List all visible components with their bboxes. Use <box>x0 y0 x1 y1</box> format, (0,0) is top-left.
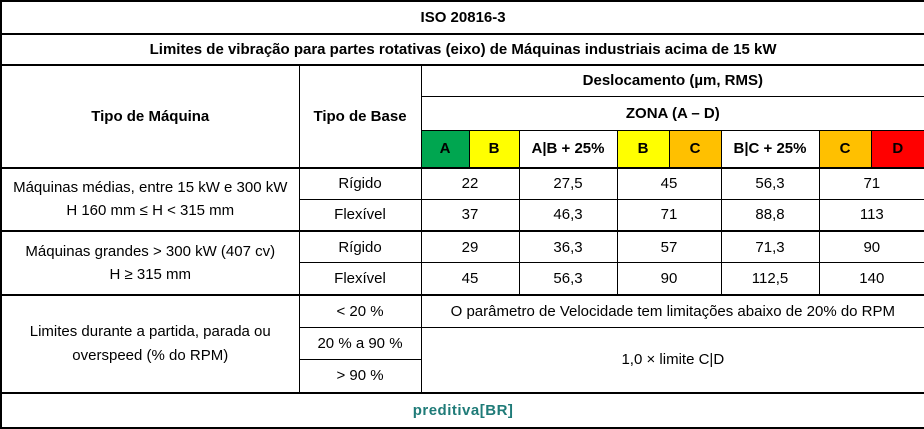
value-cell: 90 <box>616 262 722 296</box>
velocity-limitation-note: O parâmetro de Velocidade tem limitações… <box>420 293 924 329</box>
value-cell: 46,3 <box>518 198 618 232</box>
base-type-cell: Rígido <box>298 230 422 264</box>
value-cell: 36,3 <box>518 230 618 264</box>
value-cell: 45 <box>616 166 722 200</box>
limits-label-line: overspeed (% do RPM) <box>72 346 229 364</box>
base-type-cell: Flexível <box>298 262 422 296</box>
zone-header-bc25: B|C + 25% <box>720 130 820 169</box>
value-cell: 45 <box>420 262 520 296</box>
rpm-range-cell: > 90 % <box>298 359 422 394</box>
base-type-cell: Rígido <box>298 166 422 200</box>
zone-header-b: B <box>468 130 520 169</box>
value-cell: 56,3 <box>720 166 820 200</box>
zone-header-ab25: A|B + 25% <box>518 130 618 169</box>
col-header-tipo-base: Tipo de Base <box>298 63 422 169</box>
value-cell: 88,8 <box>720 198 820 232</box>
limits-label-line: Limites durante a partida, parada ou <box>29 323 271 341</box>
value-cell: 56,3 <box>518 262 618 296</box>
col-header-deslocamento: Deslocamento (µm, RMS) <box>420 63 924 97</box>
col-header-zona: ZONA (A – D) <box>420 95 924 132</box>
value-cell: 57 <box>616 230 722 264</box>
value-cell: 140 <box>818 262 924 296</box>
limits-section-label: Limites durante a partida, parada ou ove… <box>0 293 300 394</box>
zone-header-c: C <box>668 130 722 169</box>
value-cell: 37 <box>420 198 520 232</box>
page-title: ISO 20816-3 <box>0 0 924 35</box>
zone-header-d: D <box>870 130 924 169</box>
value-cell: 71 <box>818 166 924 200</box>
machine-type-medias: Máquinas médias, entre 15 kW e 300 kW H … <box>0 166 300 232</box>
rpm-range-cell: < 20 % <box>298 293 422 329</box>
zone-header-a: A <box>420 130 470 169</box>
preditiva-br-logo: preditiva[BR] <box>0 391 924 429</box>
value-cell: 90 <box>818 230 924 264</box>
limit-cd-note: 1,0 × limite C|D <box>420 327 924 394</box>
machine-type-line: H ≥ 315 mm <box>109 265 192 283</box>
machine-type-grandes: Máquinas grandes > 300 kW (407 cv) H ≥ 3… <box>0 230 300 296</box>
value-cell: 71 <box>616 198 722 232</box>
base-type-cell: Flexível <box>298 198 422 232</box>
value-cell: 27,5 <box>518 166 618 200</box>
value-cell: 29 <box>420 230 520 264</box>
rpm-range-cell: 20 % a 90 % <box>298 327 422 361</box>
zone-header-c2: C <box>818 130 872 169</box>
value-cell: 113 <box>818 198 924 232</box>
col-header-tipo-maquina: Tipo de Máquina <box>0 63 300 169</box>
machine-type-line: Máquinas grandes > 300 kW (407 cv) <box>25 242 276 260</box>
machine-type-line: Máquinas médias, entre 15 kW e 300 kW <box>13 179 288 197</box>
machine-type-line: H 160 mm ≤ H < 315 mm <box>66 202 235 220</box>
value-cell: 112,5 <box>720 262 820 296</box>
value-cell: 22 <box>420 166 520 200</box>
subtitle: Limites de vibração para partes rotativa… <box>0 33 924 66</box>
value-cell: 71,3 <box>720 230 820 264</box>
zone-header-b2: B <box>616 130 670 169</box>
